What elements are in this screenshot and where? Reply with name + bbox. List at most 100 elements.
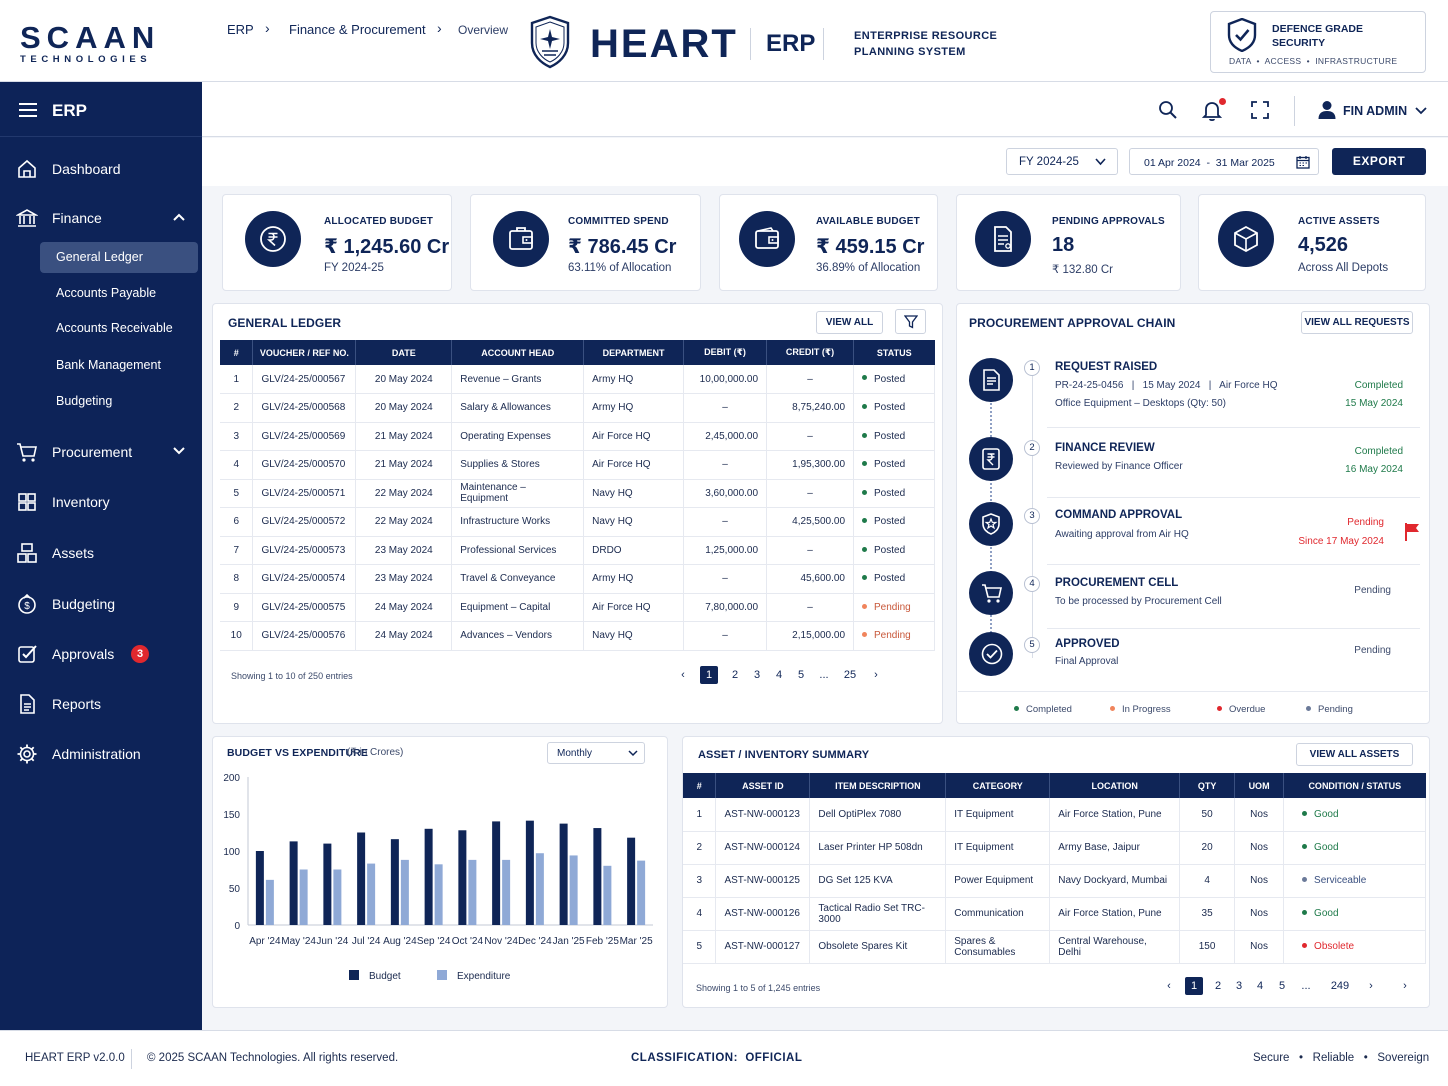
ledger-cell-index: 10 — [220, 621, 254, 651]
view-all-assets-button[interactable]: VIEW ALL ASSETS — [1296, 743, 1413, 766]
sidebar-item-approvals[interactable]: Approvals 3 — [0, 636, 202, 672]
column-header[interactable]: UOM — [1234, 773, 1285, 798]
legend-label: Overdue — [1229, 704, 1266, 715]
table-row[interactable]: 10 GLV/24-25/000576 24 May 2024 Advances – … — [220, 621, 935, 651]
pagination-page[interactable]: 1 — [1185, 977, 1203, 995]
pagination-page[interactable]: 5 — [797, 669, 805, 681]
y-tick-label: 200 — [223, 773, 240, 784]
column-header[interactable]: ASSET ID — [715, 773, 811, 798]
sidebar-item-procurement[interactable]: Procurement — [0, 434, 202, 470]
table-row[interactable]: 3 AST-NW-000125 DG Set 125 KVA Power Equipm… — [683, 864, 1426, 898]
sidebar-item-dashboard[interactable]: Dashboard — [0, 151, 202, 187]
table-row[interactable]: 2 AST-NW-000124 Laser Printer HP 508dn IT E… — [683, 831, 1426, 865]
ledger-cell-status: Posted — [853, 507, 935, 537]
ledger-cell-index: 1 — [220, 365, 254, 394]
pagination-page[interactable]: 4 — [775, 669, 783, 681]
table-row[interactable]: 9 GLV/24-25/000575 24 May 2024 Equipment – … — [220, 593, 935, 622]
sidebar-subitem-accounts-receivable[interactable]: Accounts Receivable — [40, 313, 198, 344]
column-header[interactable]: QTY — [1179, 773, 1236, 798]
column-header[interactable]: STATUS — [853, 340, 935, 365]
search-icon[interactable] — [1158, 100, 1178, 120]
sidebar-subitem-general-ledger[interactable]: General Ledger — [40, 242, 198, 273]
fiscal-year-select[interactable]: FY 2024-25 — [1006, 148, 1118, 175]
pagination-page[interactable]: 5 — [1278, 980, 1286, 992]
column-header[interactable]: CATEGORY — [945, 773, 1051, 798]
user-menu-chevron-down-icon[interactable] — [1415, 107, 1427, 115]
y-tick-label: 100 — [223, 847, 240, 858]
column-header[interactable]: # — [683, 773, 717, 798]
asset-cell-asset-id: AST-NW-000123 — [715, 798, 811, 832]
kpi-pending-approvals: PENDING APPROVALS 18 ₹ 132.80 Cr — [956, 194, 1181, 291]
column-header[interactable]: # — [220, 340, 254, 365]
pagination-prev-icon[interactable]: ‹ — [1167, 980, 1171, 992]
date-range-picker[interactable]: 01 Apr 2024 - 31 Mar 2025 — [1129, 148, 1319, 175]
ledger-cell-department: Air Force HQ — [583, 422, 685, 451]
column-header[interactable]: ACCOUNT HEAD — [451, 340, 585, 365]
kpi-available-budget: AVAILABLE BUDGET ₹ 459.15 Cr 36.89% of A… — [719, 194, 938, 291]
step-date: Since 17 May 2024 — [1298, 536, 1384, 547]
view-all-requests-button[interactable]: VIEW ALL REQUESTS — [1301, 311, 1413, 334]
breadcrumb-erp[interactable]: ERP — [227, 22, 254, 37]
ledger-cell-account-head: Salary & Allowances — [451, 393, 585, 423]
sidebar-item-label: Administration — [52, 746, 141, 762]
user-avatar-icon[interactable] — [1318, 100, 1336, 120]
period-select[interactable]: Monthly — [547, 742, 645, 764]
table-row[interactable]: 8 GLV/24-25/000574 23 May 2024 Travel & Con… — [220, 564, 935, 594]
sidebar-subitem-budgeting[interactable]: Budgeting — [40, 386, 198, 417]
command-star-shield-icon — [969, 502, 1013, 546]
table-row[interactable]: 3 GLV/24-25/000569 21 May 2024 Operating Ex… — [220, 422, 935, 451]
table-row[interactable]: 5 GLV/24-25/000571 22 May 2024 Maintenance … — [220, 479, 935, 508]
pagination-page[interactable]: 4 — [1256, 980, 1264, 992]
column-header[interactable]: ITEM DESCRIPTION — [809, 773, 947, 798]
column-header[interactable]: DATE — [355, 340, 453, 365]
pagination-last-icon[interactable]: › — [1403, 980, 1407, 992]
pagination-prev-icon[interactable]: ‹ — [681, 669, 685, 681]
export-button[interactable]: EXPORT — [1332, 148, 1426, 175]
pagination-page[interactable]: 3 — [753, 669, 761, 681]
sidebar-subitem-bank-management[interactable]: Bank Management — [40, 350, 198, 381]
asset-cell-index: 4 — [683, 897, 717, 931]
table-row[interactable]: 1 GLV/24-25/000567 20 May 2024 Revenue – Gr… — [220, 365, 935, 394]
table-row[interactable]: 2 GLV/24-25/000568 20 May 2024 Salary & All… — [220, 393, 935, 423]
ledger-cell-index: 3 — [220, 422, 254, 451]
column-header[interactable]: DEPARTMENT — [583, 340, 685, 365]
sidebar-item-reports[interactable]: Reports — [0, 686, 202, 722]
column-header[interactable]: LOCATION — [1049, 773, 1181, 798]
hamburger-menu-icon[interactable] — [18, 102, 38, 118]
column-header[interactable]: CREDIT (₹) — [766, 340, 854, 365]
user-name[interactable]: FIN ADMIN — [1343, 104, 1408, 118]
filter-funnel-icon[interactable] — [895, 309, 926, 334]
table-row[interactable]: 4 AST-NW-000126 Tactical Radio Set TRC-300… — [683, 897, 1426, 931]
bell-icon[interactable] — [1202, 100, 1222, 122]
footer-classification: CLASSIFICATION: OFFICIAL — [631, 1052, 803, 1064]
table-row[interactable]: 5 AST-NW-000127 Obsolete Spares Kit Spares … — [683, 930, 1426, 964]
pagination-page[interactable]: 249 — [1330, 980, 1350, 992]
pagination-page[interactable]: 2 — [731, 669, 739, 681]
sidebar-item-finance[interactable]: Finance — [0, 200, 202, 236]
column-header[interactable]: CONDITION / STATUS — [1283, 773, 1426, 798]
pagination-next-icon[interactable]: › — [1369, 980, 1373, 992]
status-label: Posted — [874, 487, 906, 499]
sidebar-item-assets[interactable]: Assets — [0, 535, 202, 571]
column-header[interactable]: DEBIT (₹) — [683, 340, 768, 365]
table-row[interactable]: 1 AST-NW-000123 Dell OptiPlex 7080 IT Equip… — [683, 798, 1426, 832]
table-row[interactable]: 7 GLV/24-25/000573 23 May 2024 Professional… — [220, 536, 935, 565]
pagination-page[interactable]: 1 — [700, 666, 718, 684]
kpi-allocated-budget: ALLOCATED BUDGET ₹ 1,245.60 Cr FY 2024-2… — [222, 194, 452, 291]
table-row[interactable]: 6 GLV/24-25/000572 22 May 2024 Infrastructu… — [220, 507, 935, 537]
pagination-page[interactable]: 3 — [1235, 980, 1243, 992]
sidebar-item-administration[interactable]: Administration — [0, 736, 202, 772]
condition-label: Good — [1314, 908, 1339, 919]
fullscreen-icon[interactable] — [1251, 101, 1269, 119]
pagination-page[interactable]: 2 — [1214, 980, 1222, 992]
column-header[interactable]: VOUCHER / REF NO. — [252, 340, 357, 365]
status-dot — [862, 404, 867, 410]
pagination-next-icon[interactable]: › — [874, 669, 878, 681]
sidebar-item-inventory[interactable]: Inventory — [0, 484, 202, 520]
breadcrumb-finance-procurement[interactable]: Finance & Procurement — [289, 22, 426, 37]
sidebar-item-budgeting[interactable]: $ Budgeting — [0, 586, 202, 622]
sidebar-subitem-accounts-payable[interactable]: Accounts Payable — [40, 278, 198, 309]
table-row[interactable]: 4 GLV/24-25/000570 21 May 2024 Supplies & S… — [220, 450, 935, 480]
ledger-view-all-button[interactable]: VIEW ALL — [816, 311, 883, 334]
pagination-page[interactable]: 25 — [843, 669, 857, 681]
